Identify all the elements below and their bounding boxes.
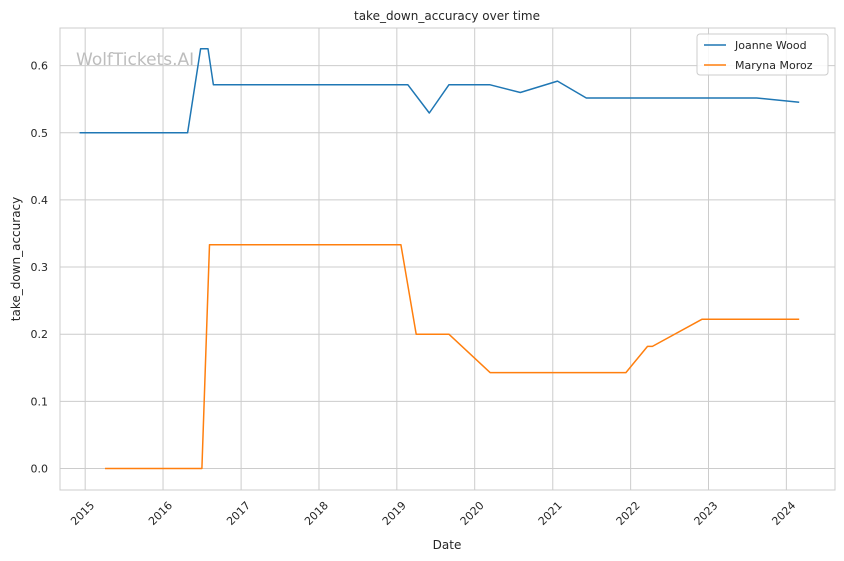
legend-label: Maryna Moroz xyxy=(735,59,813,72)
y-axis-label: take_down_accuracy xyxy=(9,197,23,321)
legend-label: Joanne Wood xyxy=(734,39,807,52)
y-tick-label: 0.3 xyxy=(31,261,49,274)
y-tick-label: 0.6 xyxy=(31,60,49,73)
watermark-text: WolfTickets.AI xyxy=(76,50,194,70)
y-axis-ticks: 0.0 0.1 0.2 0.3 0.4 0.5 0.6 xyxy=(31,60,49,476)
chart-title: take_down_accuracy over time xyxy=(354,9,540,23)
plot-frame xyxy=(59,27,836,491)
x-axis-label: Date xyxy=(433,538,462,552)
y-tick-label: 0.4 xyxy=(31,194,49,207)
y-tick-label: 0.2 xyxy=(31,328,49,341)
y-tick-label: 0.0 xyxy=(31,463,49,476)
series-line-1 xyxy=(105,243,800,470)
y-tick-label: 0.5 xyxy=(31,127,49,140)
legend: Joanne Wood Maryna Moroz xyxy=(696,33,829,76)
legend-box xyxy=(696,33,829,76)
series-layer xyxy=(79,48,800,470)
y-tick-label: 0.1 xyxy=(31,395,49,408)
series-line-0 xyxy=(79,48,800,134)
